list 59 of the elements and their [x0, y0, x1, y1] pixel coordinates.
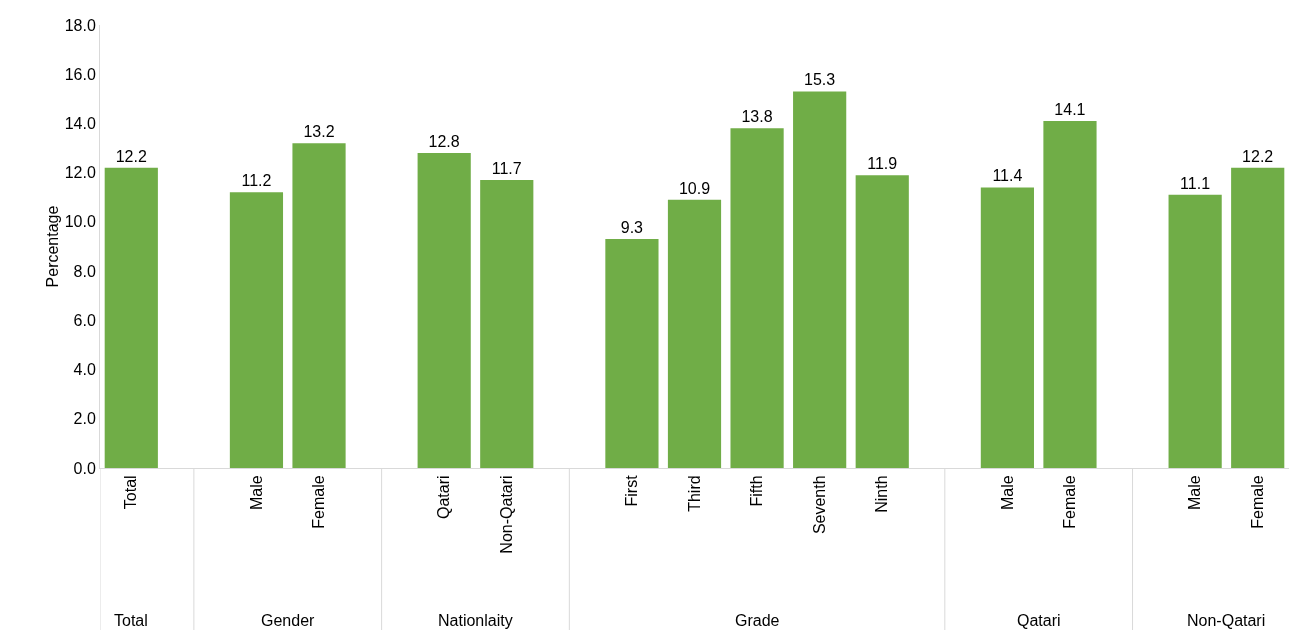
data-label: 12.2 [115, 147, 147, 165]
x-tick-label: Male [1186, 475, 1204, 511]
y-tick-label: 16.0 [64, 65, 96, 83]
y-tick-label: 8.0 [73, 262, 96, 280]
data-label: 12.8 [428, 132, 460, 150]
y-tick-label: 2.0 [73, 410, 96, 428]
x-tick-label: Ninth [873, 475, 891, 513]
x-tick-label: Third [685, 475, 703, 512]
bar [292, 143, 346, 468]
data-label: 11.4 [992, 167, 1023, 185]
x-tick-label: Female [1061, 475, 1079, 529]
y-tick-label: 6.0 [73, 311, 96, 329]
data-label: 14.1 [1054, 100, 1086, 118]
bar [417, 152, 471, 468]
x-tick-label: Fifth [748, 475, 766, 507]
x-tick-label: Seventh [810, 475, 828, 535]
y-tick-label: 0.0 [73, 459, 96, 477]
text: Nationlaity [438, 612, 513, 629]
text: Total [114, 612, 148, 629]
data-label: 11.2 [241, 172, 272, 190]
data-label: 13.8 [741, 108, 773, 126]
y-tick-label: 4.0 [73, 361, 96, 379]
bar [605, 239, 659, 468]
y-tick-label: 18.0 [64, 16, 96, 34]
x-tick-label: Total [122, 475, 140, 510]
y-axis-title: Percentage [44, 205, 61, 288]
text: Non-Qatari [1187, 612, 1266, 629]
x-tick-label: Male [247, 475, 265, 511]
bar [667, 199, 722, 468]
text: Qatari [1017, 612, 1061, 629]
y-tick-label: 12.0 [64, 164, 96, 182]
data-label: 11.9 [867, 155, 898, 173]
bar [855, 175, 909, 468]
data-label: 11.1 [1180, 174, 1211, 192]
text: Grade [735, 612, 780, 629]
bar [980, 187, 1034, 468]
data-label: 9.3 [620, 219, 644, 237]
bar [229, 192, 284, 468]
data-label: 15.3 [804, 71, 836, 89]
x-tick-label: Qatari [435, 475, 453, 519]
y-tick-label: 14.0 [64, 115, 96, 133]
data-label: 12.2 [1242, 147, 1274, 165]
bar [1043, 120, 1097, 468]
bar [104, 167, 158, 468]
x-tick-label: Female [310, 475, 328, 529]
x-tick-label: Female [1248, 475, 1266, 529]
x-tick-label: Male [998, 475, 1016, 511]
y-tick-label: 10.0 [64, 213, 96, 231]
data-label: 10.9 [678, 179, 711, 197]
bar [793, 91, 847, 468]
bar [480, 180, 534, 468]
x-tick-label: First [623, 474, 641, 507]
text: Gender [261, 612, 316, 629]
data-label: 13.2 [303, 123, 335, 141]
bar [1168, 194, 1222, 468]
bar [1231, 167, 1285, 468]
data-label: 11.7 [491, 160, 522, 178]
x-tick-label: Non-Qatari [497, 475, 515, 554]
bar [730, 128, 784, 468]
